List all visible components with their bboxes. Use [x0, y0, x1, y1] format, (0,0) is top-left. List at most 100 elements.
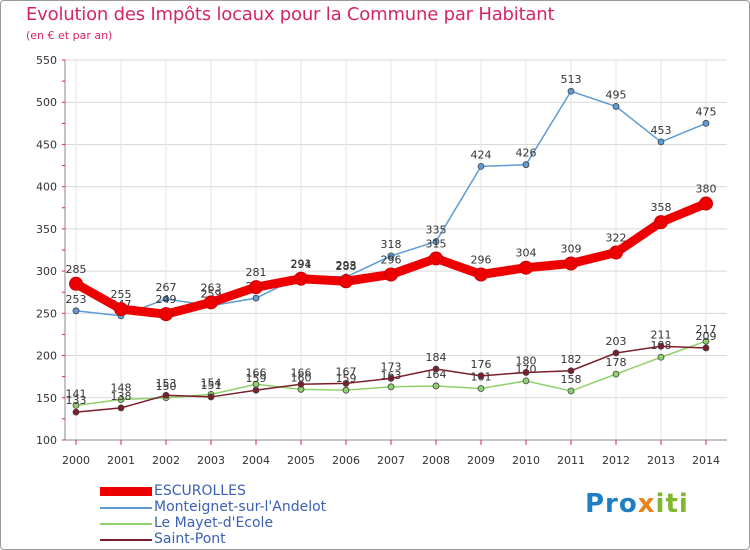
y-tick-label-550: 550: [36, 54, 57, 67]
data-label-le-mayet-d-ecole-2000: 141: [66, 387, 87, 400]
data-label-saint-pont-2009: 176: [471, 358, 492, 371]
point-saint-pont-2006: [342, 380, 350, 387]
point-monteignet-sur-l-andelot-2011: [567, 87, 575, 95]
x-tick-label-2008: 2008: [422, 454, 450, 467]
point-escurolles-2000: [69, 276, 83, 291]
point-monteignet-sur-l-andelot-2007: [387, 252, 395, 260]
data-label-le-mayet-d-ecole-2014: 217: [696, 323, 717, 336]
x-tick-label-2010: 2010: [512, 454, 540, 467]
data-label-monteignet-sur-l-andelot-2014: 475: [696, 105, 717, 118]
point-saint-pont-2010: [522, 369, 530, 376]
data-label-saint-pont-2001: 138: [111, 390, 132, 403]
data-label-le-mayet-d-ecole-2012: 178: [606, 356, 627, 369]
data-label-saint-pont-2011: 182: [561, 353, 582, 366]
data-label-escurolles-2001: 255: [111, 288, 132, 301]
data-label-escurolles-2006: 288: [336, 260, 357, 273]
y-tick-label-100: 100: [36, 434, 57, 447]
legend-label-mayet: Le Mayet-d'Ecole: [154, 515, 274, 531]
data-label-escurolles-2007: 296: [381, 253, 402, 266]
data-label-monteignet-sur-l-andelot-2013: 453: [651, 124, 672, 137]
data-label-escurolles-2011: 309: [561, 243, 582, 256]
point-escurolles-2013: [654, 215, 668, 230]
point-escurolles-2002: [159, 307, 173, 322]
chart-subtitle: (en € et par an): [26, 29, 113, 42]
y-tick-label-350: 350: [36, 223, 57, 236]
point-le-mayet-d-ecole-2012: [612, 370, 620, 378]
point-saint-pont-2005: [297, 380, 305, 388]
data-label-saint-pont-2007: 173: [381, 360, 402, 373]
point-monteignet-sur-l-andelot-2002: [162, 295, 170, 303]
data-label-escurolles-2003: 263: [201, 281, 222, 294]
point-le-mayet-d-ecole-2006: [342, 386, 350, 394]
proxiti-logo: Proxiti: [585, 489, 689, 519]
x-tick-label-2012: 2012: [602, 454, 630, 467]
point-saint-pont-2007: [387, 374, 395, 382]
data-label-escurolles-2005: 291: [291, 258, 312, 271]
point-le-mayet-d-ecole-2007: [387, 383, 395, 391]
point-escurolles-2001: [114, 302, 128, 317]
x-tick-label-2000: 2000: [62, 454, 90, 467]
point-saint-pont-2009: [477, 372, 485, 380]
data-label-monteignet-sur-l-andelot-2006: 293: [336, 259, 357, 272]
data-label-saint-pont-2004: 159: [246, 372, 267, 385]
point-monteignet-sur-l-andelot-2014: [702, 119, 710, 127]
data-label-escurolles-2012: 322: [606, 232, 627, 245]
point-le-mayet-d-ecole-2009: [477, 385, 485, 392]
point-saint-pont-2003: [207, 393, 215, 401]
data-label-escurolles-2008: 315: [426, 237, 447, 250]
point-escurolles-2004: [249, 280, 263, 295]
chart-title: Evolution des Impôts locaux pour la Comm…: [26, 4, 555, 25]
data-label-saint-pont-2000: 133: [66, 394, 87, 407]
data-label-le-mayet-d-ecole-2002: 150: [156, 380, 177, 393]
data-label-monteignet-sur-l-andelot-2012: 495: [606, 88, 627, 101]
point-escurolles-2005: [294, 271, 308, 286]
data-label-escurolles-2010: 304: [516, 247, 537, 260]
data-label-monteignet-sur-l-andelot-2008: 335: [426, 224, 447, 237]
point-escurolles-2007: [384, 267, 398, 282]
data-label-saint-pont-2006: 167: [336, 365, 357, 378]
data-label-escurolles-2002: 249: [156, 293, 177, 306]
legend-swatch-mayet: [100, 523, 152, 525]
data-label-le-mayet-d-ecole-2003: 154: [201, 376, 222, 389]
point-escurolles-2012: [609, 245, 623, 260]
data-label-escurolles-2000: 285: [66, 263, 87, 276]
point-monteignet-sur-l-andelot-2008: [432, 238, 440, 245]
y-tick-label-200: 200: [36, 350, 57, 363]
data-label-saint-pont-2008: 184: [426, 351, 447, 364]
x-tick-label-2011: 2011: [557, 454, 585, 467]
y-tick-label-250: 250: [36, 307, 57, 320]
point-saint-pont-2014: [702, 344, 710, 352]
point-saint-pont-2012: [612, 349, 620, 357]
x-tick-label-2002: 2002: [152, 454, 180, 467]
point-saint-pont-2004: [252, 386, 260, 394]
data-label-monteignet-sur-l-andelot-2007: 318: [381, 238, 402, 251]
x-tick-label-2009: 2009: [467, 454, 495, 467]
data-label-monteignet-sur-l-andelot-2010: 426: [516, 147, 537, 160]
data-label-le-mayet-d-ecole-2008: 164: [426, 368, 447, 381]
point-monteignet-sur-l-andelot-2010: [522, 161, 530, 169]
y-tick-label-150: 150: [36, 392, 57, 405]
data-label-escurolles-2013: 358: [651, 201, 672, 214]
point-le-mayet-d-ecole-2008: [432, 382, 440, 390]
x-tick-label-2013: 2013: [647, 454, 675, 467]
data-label-le-mayet-d-ecole-2011: 158: [561, 373, 582, 386]
data-label-monteignet-sur-l-andelot-2011: 513: [561, 73, 582, 86]
point-monteignet-sur-l-andelot-2004: [252, 294, 260, 302]
data-label-le-mayet-d-ecole-2005: 160: [291, 371, 312, 384]
legend-label-saint-pont: Saint-Pont: [154, 531, 226, 547]
y-tick-label-500: 500: [36, 96, 57, 109]
legend-label-monteignet: Monteignet-sur-l'Andelot: [154, 499, 327, 515]
data-label-le-mayet-d-ecole-2001: 148: [111, 381, 132, 394]
legend-swatch-saint-pont: [100, 539, 152, 541]
y-tick-label-300: 300: [36, 265, 57, 278]
data-label-saint-pont-2002: 153: [156, 377, 177, 390]
point-le-mayet-d-ecole-2014: [702, 337, 710, 345]
point-saint-pont-2000: [72, 408, 80, 416]
x-tick-label-2006: 2006: [332, 454, 360, 467]
point-le-mayet-d-ecole-2011: [567, 387, 575, 395]
point-escurolles-2003: [204, 295, 218, 310]
point-monteignet-sur-l-andelot-2012: [612, 103, 620, 110]
x-tick-label-2004: 2004: [242, 454, 270, 467]
point-escurolles-2006: [339, 274, 353, 289]
